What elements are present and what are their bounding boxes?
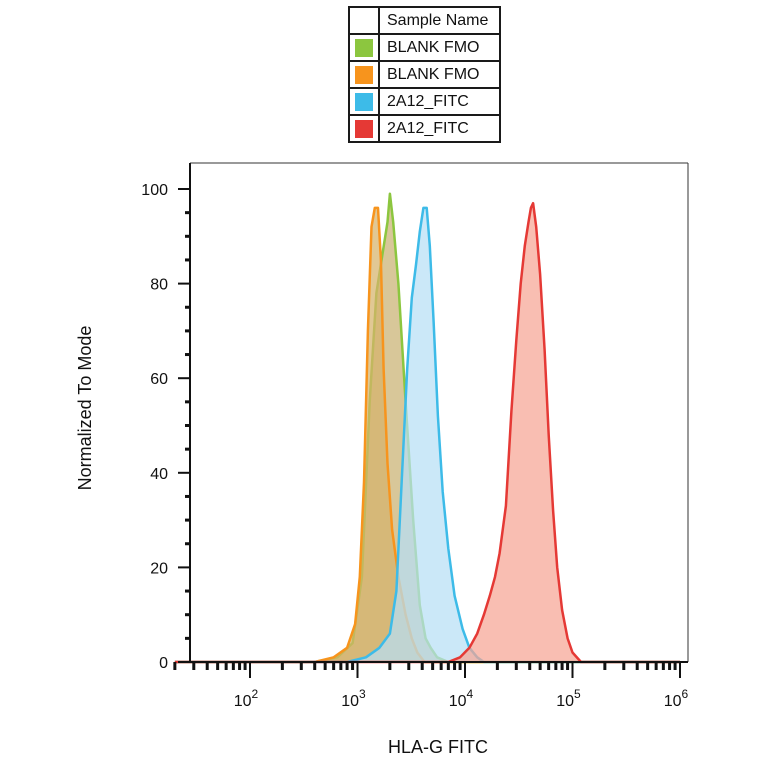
legend-label: 2A12_FITC: [378, 114, 501, 143]
legend-swatch: [355, 38, 373, 57]
x-axis-label: HLA-G FITC: [388, 737, 488, 757]
legend: Sample Name BLANK FMO BLANK FMO 2A12_FIT…: [348, 6, 501, 143]
legend-label: BLANK FMO: [378, 33, 501, 62]
legend-label: 2A12_FITC: [378, 87, 501, 116]
legend-swatch: [355, 65, 373, 84]
y-tick-label: 80: [150, 277, 168, 294]
legend-entry: BLANK FMO: [348, 60, 501, 89]
x-tick-label: 106: [664, 687, 689, 710]
x-tick-label: 105: [556, 687, 581, 710]
legend-swatch: [355, 119, 373, 138]
y-tick-label: 40: [150, 466, 168, 483]
legend-swatch: [355, 92, 373, 111]
axes-layer: 0 20 40 60 80 100 102 103 104 105 106: [141, 162, 689, 710]
legend-entry: 2A12_FITC: [348, 87, 501, 116]
y-tick-label: 20: [150, 560, 168, 577]
legend-entry: 2A12_FITC: [348, 114, 501, 143]
series-line-2: [174, 206, 680, 664]
series-area-3: [174, 203, 680, 662]
y-tick-label: 60: [150, 371, 168, 388]
y-axis-label: Normalized To Mode: [75, 326, 95, 491]
legend-header: Sample Name: [378, 6, 501, 35]
series-layer: [174, 192, 680, 664]
legend-label: BLANK FMO: [378, 60, 501, 89]
y-tick-label: 100: [141, 182, 168, 199]
series-line-3: [174, 201, 680, 664]
x-tick-label: 103: [341, 687, 366, 710]
x-tick-label: 104: [449, 687, 474, 710]
legend-header-row: Sample Name: [348, 6, 501, 35]
y-tick-label: 0: [159, 655, 168, 672]
legend-header-blank-cell: [348, 6, 380, 35]
x-tick-label: 102: [234, 687, 259, 710]
series-area-2: [174, 207, 680, 662]
legend-entry: BLANK FMO: [348, 33, 501, 62]
